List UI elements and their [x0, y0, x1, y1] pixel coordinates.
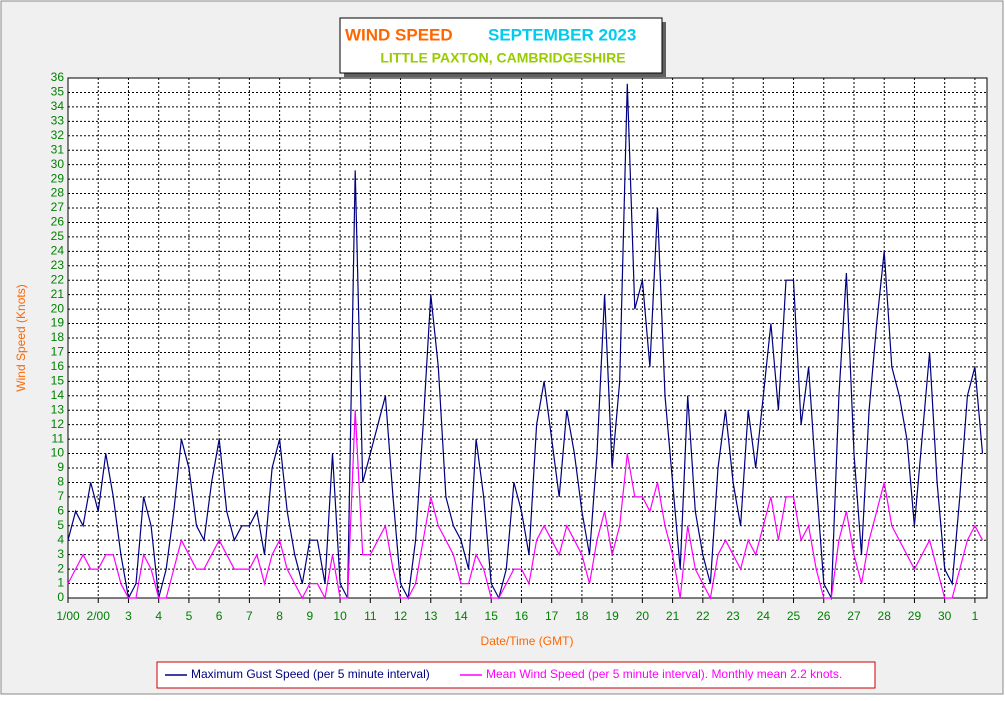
y-tick-label: 8 [57, 475, 64, 489]
x-tick-label: 18 [575, 609, 589, 623]
x-tick-label: 11 [364, 609, 377, 623]
x-tick-label: 27 [847, 609, 861, 623]
title-box [339, 17, 663, 74]
x-tick-label: 10 [333, 609, 347, 623]
x-tick-label: 1 [972, 609, 979, 623]
y-tick-label: 31 [51, 142, 65, 156]
chart-title: WIND SPEED [345, 25, 453, 44]
y-tick-label: 9 [57, 460, 64, 474]
y-tick-label: 11 [52, 431, 65, 445]
x-tick-label: 4 [155, 609, 162, 623]
x-tick-label: 23 [726, 609, 740, 623]
plot-border [67, 77, 988, 599]
x-tick-label: 8 [276, 609, 283, 623]
y-tick-label: 17 [51, 345, 65, 359]
y-tick-label: 1 [57, 576, 64, 590]
y-tick-label: 30 [51, 157, 65, 171]
location: LITTLE PAXTON, CAMBRIDGESHIRE [380, 50, 625, 66]
y-tick-label: 5 [57, 518, 64, 532]
y-tick-label: 26 [51, 215, 65, 229]
y-tick-label: 32 [51, 128, 65, 142]
y-tick-label: 4 [57, 532, 64, 546]
y-tick-label: 2 [57, 561, 64, 575]
series-line [67, 410, 984, 600]
x-tick-label: 20 [636, 609, 650, 623]
x-tick-label: 6 [216, 609, 223, 623]
y-tick-label: 27 [51, 200, 65, 214]
y-tick-label: 3 [57, 547, 64, 561]
x-tick-label: 17 [545, 609, 559, 623]
y-tick-label: 19 [51, 316, 65, 330]
x-tick-label: 3 [125, 609, 132, 623]
y-tick-label: 21 [51, 287, 65, 301]
y-tick-label: 34 [51, 99, 65, 113]
x-tick-label: 26 [817, 609, 831, 623]
x-tick-label: 5 [186, 609, 193, 623]
x-tick-label: 1/00 [56, 609, 80, 623]
x-tick-label: 28 [878, 609, 892, 623]
y-tick-label: 29 [51, 171, 65, 185]
y-tick-label: 18 [51, 330, 65, 344]
y-tick-label: 23 [51, 258, 65, 272]
x-tick-label: 19 [605, 609, 619, 623]
x-tick-label: 12 [394, 609, 408, 623]
y-tick-label: 22 [51, 272, 65, 286]
y-tick-label: 10 [51, 446, 65, 460]
y-tick-label: 13 [51, 402, 65, 416]
x-tick-label: 2/00 [87, 609, 111, 623]
legend-label: Mean Wind Speed (per 5 minute interval).… [486, 667, 842, 681]
x-tick-label: 29 [908, 609, 922, 623]
y-tick-label: 36 [51, 70, 65, 84]
x-tick-label: 22 [696, 609, 710, 623]
y-tick-label: 12 [51, 417, 65, 431]
y-tick-label: 7 [57, 489, 64, 503]
y-tick-label: 14 [51, 388, 65, 402]
y-tick-label: 28 [51, 186, 65, 200]
y-tick-label: 0 [57, 590, 64, 604]
chart-subtitle: SEPTEMBER 2023 [488, 25, 636, 44]
x-tick-label: 9 [306, 609, 313, 623]
y-tick-label: 24 [51, 244, 65, 258]
y-tick-label: 35 [51, 85, 65, 99]
x-tick-label: 25 [787, 609, 801, 623]
y-axis-label: Wind Speed (Knots) [14, 284, 28, 391]
y-tick-label: 16 [51, 359, 65, 373]
x-axis-label: Date/Time (GMT) [481, 634, 574, 648]
legend-box [156, 661, 876, 689]
y-tick-label: 6 [57, 504, 64, 518]
y-tick-label: 15 [51, 374, 65, 388]
series-line [67, 83, 984, 601]
y-tick-label: 33 [51, 114, 65, 128]
x-tick-label: 15 [485, 609, 499, 623]
x-tick-label: 30 [938, 609, 952, 623]
x-tick-label: 21 [666, 609, 680, 623]
y-tick-label: 25 [51, 229, 65, 243]
x-tick-label: 14 [454, 609, 468, 623]
x-tick-label: 7 [246, 609, 253, 623]
x-tick-label: 13 [424, 609, 438, 623]
x-tick-label: 24 [757, 609, 771, 623]
legend-label: Maximum Gust Speed (per 5 minute interva… [191, 667, 430, 681]
x-tick-label: 16 [515, 609, 529, 623]
y-tick-label: 20 [51, 301, 65, 315]
